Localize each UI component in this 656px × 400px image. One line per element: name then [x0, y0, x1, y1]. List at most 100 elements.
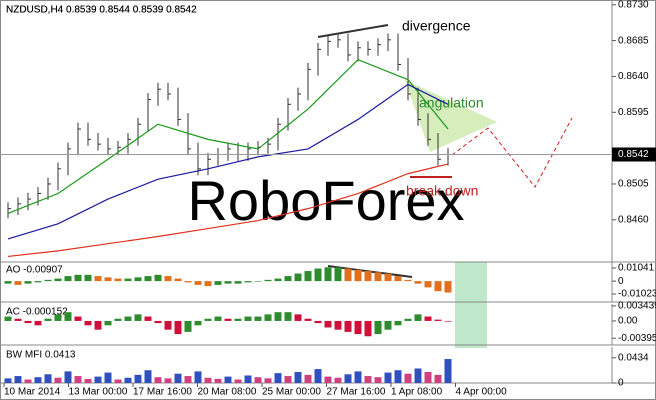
histogram-bar — [214, 281, 222, 285]
histogram-bar — [364, 320, 372, 337]
y-tick-label: -0.01023 — [618, 289, 656, 300]
histogram-bar — [294, 314, 302, 321]
x-tick-label: 17 Mar 16:00 — [133, 387, 192, 398]
histogram-bar — [4, 281, 12, 284]
histogram-bar — [384, 273, 392, 282]
histogram-bar — [324, 320, 332, 328]
y-tick-label: -0.00395 — [618, 333, 656, 344]
histogram-bar — [404, 373, 412, 383]
annotation: break down — [406, 183, 478, 199]
indicator-line — [7, 83, 449, 240]
histogram-bar — [334, 320, 342, 330]
histogram-bar — [314, 320, 322, 324]
y-tick-label: 0.8730 — [618, 0, 649, 10]
histogram-bar — [304, 271, 312, 282]
x-tick-label: 13 Mar 00:00 — [69, 387, 128, 398]
histogram-bar — [24, 281, 32, 284]
histogram-bar — [354, 269, 362, 282]
histogram-bar — [14, 318, 22, 321]
histogram-bar — [34, 320, 42, 326]
histogram-bar — [304, 318, 312, 321]
histogram-bar — [384, 320, 392, 330]
histogram-bar — [4, 316, 12, 321]
divergence-line — [317, 24, 389, 38]
histogram-bar — [444, 359, 452, 383]
histogram-bar — [84, 274, 92, 282]
indicator-line — [7, 59, 449, 214]
histogram-bar — [174, 320, 182, 335]
chart-title: NZDUSD,H4 0.8539 0.8544 0.8539 0.8542 — [6, 5, 197, 16]
y-tick-label: 0.0434 — [618, 352, 649, 363]
histogram-bar — [174, 373, 182, 383]
histogram-bar — [24, 379, 32, 383]
histogram-bar — [234, 281, 242, 284]
histogram-bar — [274, 312, 282, 321]
histogram-bar — [94, 320, 102, 330]
histogram-bar — [84, 320, 92, 326]
histogram-bar — [114, 278, 122, 282]
histogram-bar — [44, 318, 52, 321]
histogram-bar — [364, 271, 372, 282]
histogram-bar — [214, 378, 222, 383]
forecast-path — [451, 117, 573, 188]
histogram-bar — [374, 272, 382, 282]
histogram-bar — [64, 371, 72, 383]
annotation: divergence — [402, 18, 471, 34]
histogram-bar — [394, 276, 402, 282]
watermark: RoboForex — [187, 169, 464, 232]
histogram-bar — [184, 376, 192, 383]
histogram-bar — [194, 371, 202, 383]
histogram-bar — [354, 371, 362, 383]
histogram-bar — [134, 277, 142, 282]
histogram-bar — [394, 370, 402, 383]
x-tick-label: 4 Apr 00:00 — [456, 387, 508, 398]
y-tick-label: 0.01041 — [618, 263, 655, 274]
histogram-bar — [84, 378, 92, 383]
annotation: angulation — [419, 95, 484, 111]
histogram-bar — [384, 372, 392, 383]
y-tick-label: 0.8505 — [618, 179, 649, 190]
histogram-bar — [344, 268, 352, 282]
indicator-line — [7, 163, 449, 258]
y-tick-label: 0.003439 — [618, 301, 656, 312]
histogram-bar — [424, 371, 432, 383]
histogram-bar — [304, 374, 312, 383]
histogram-bar — [54, 278, 62, 282]
histogram-bar — [334, 377, 342, 383]
histogram-bar — [254, 281, 262, 282]
histogram-bar — [204, 281, 212, 287]
histogram-bar — [254, 377, 262, 383]
histogram-bar — [284, 376, 292, 383]
histogram-bar — [104, 320, 112, 326]
histogram-bar — [34, 281, 42, 283]
histogram-bar — [314, 268, 322, 282]
histogram-bar — [24, 320, 32, 324]
histogram-bar — [294, 371, 302, 383]
histogram-bar — [124, 316, 132, 321]
histogram-bar — [234, 318, 242, 321]
histogram-bar — [144, 370, 152, 383]
histogram-bar — [294, 273, 302, 282]
histogram-bar — [124, 278, 132, 282]
histogram-bar — [414, 314, 422, 321]
histogram-bar — [184, 320, 192, 332]
chart-title: NZDUSD,H4 0.8539 0.8544 0.8539 0.8542 — [6, 5, 197, 16]
histogram-bar — [444, 281, 452, 293]
y-tick-label: 0.00 — [618, 316, 638, 327]
histogram-bar — [264, 314, 272, 321]
histogram-bar — [44, 374, 52, 383]
x-tick-label: 10 Mar 2014 — [4, 387, 61, 398]
histogram-bar — [404, 279, 412, 282]
histogram-bar — [414, 368, 422, 383]
histogram-bar — [374, 377, 382, 383]
histogram-bar — [174, 278, 182, 282]
histogram-bar — [344, 374, 352, 383]
histogram-bar — [364, 376, 372, 383]
histogram-bar — [314, 369, 322, 383]
histogram-bar — [74, 376, 82, 383]
histogram-bar — [264, 378, 272, 383]
y-tick-label: 0 — [618, 378, 624, 389]
histogram-bar — [124, 377, 132, 383]
histogram-bar — [434, 281, 442, 292]
